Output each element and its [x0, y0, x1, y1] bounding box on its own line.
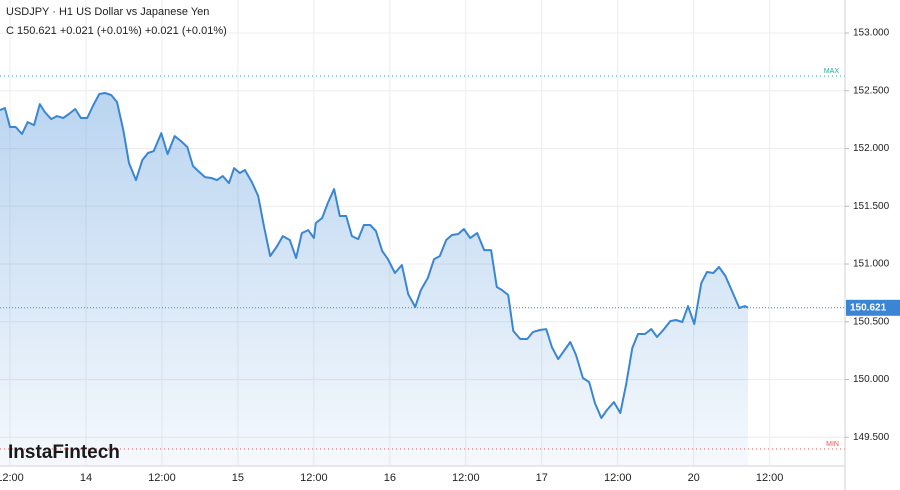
max-line-label: MAX	[824, 68, 840, 75]
x-tick-label: 17	[536, 472, 548, 484]
y-tick-label: 149.500	[853, 432, 890, 443]
watermark: InstaFintech	[8, 442, 120, 463]
x-tick-label: 12:00	[0, 472, 24, 484]
chart-subtitle: C 150.621 +0.021 (+0.01%) +0.021 (+0.01%…	[6, 25, 227, 37]
last-price-label: 150.621	[850, 302, 887, 313]
y-tick-label: 153.000	[853, 28, 890, 39]
x-tick-label: 12:00	[300, 472, 328, 484]
x-tick-label: 20	[688, 472, 700, 484]
x-tick-label: 15	[232, 472, 244, 484]
y-tick-label: 152.500	[853, 85, 890, 96]
x-tick-label: 12:00	[148, 472, 176, 484]
y-tick-label: 151.000	[853, 259, 890, 270]
x-tick-label: 14	[80, 472, 92, 484]
y-tick-label: 150.000	[853, 374, 890, 385]
x-tick-label: 16	[384, 472, 396, 484]
x-tick-label: 12:00	[604, 472, 632, 484]
x-tick-label: 12:00	[452, 472, 480, 484]
x-tick-label: 12:00	[756, 472, 784, 484]
y-tick-label: 151.500	[853, 201, 890, 212]
chart-title: USDJPY · H1 US Dollar vs Japanese Yen	[6, 6, 209, 18]
y-tick-label: 152.000	[853, 143, 890, 154]
line	[0, 92, 749, 419]
area	[0, 93, 749, 465]
y-tick-label: 150.500	[853, 316, 890, 327]
min-line-label: MIN	[826, 441, 839, 448]
last-price-badge	[846, 299, 900, 316]
